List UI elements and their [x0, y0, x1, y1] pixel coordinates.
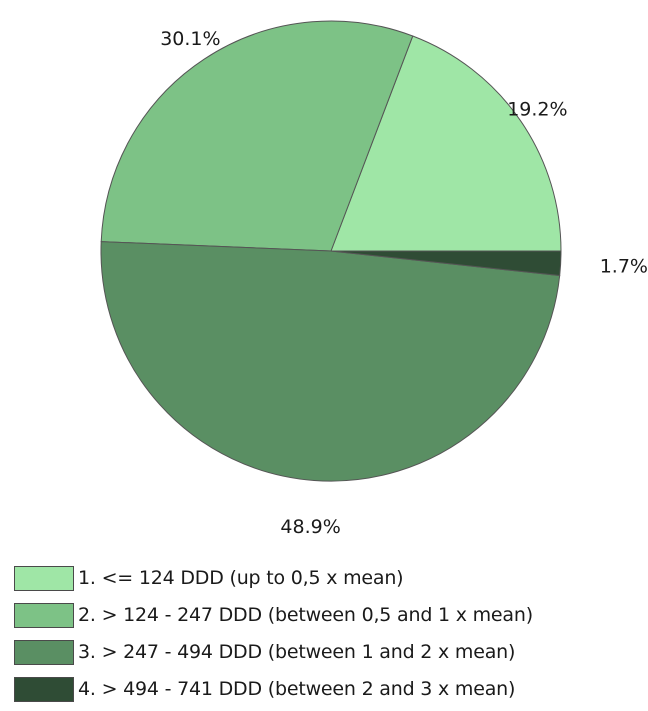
- legend-item: 1. <= 124 DDD (up to 0,5 x mean): [14, 563, 644, 593]
- legend-label-1: 1. <= 124 DDD (up to 0,5 x mean): [78, 567, 404, 589]
- pie-slices: [100, 20, 562, 482]
- pie-slice-labels: 19.2% 30.1% 48.9% 1.7%: [160, 28, 648, 538]
- pie-slice-4: [330, 250, 562, 277]
- pie-slice-label-1: 19.2%: [507, 99, 567, 121]
- legend-item: 2. > 124 - 247 DDD (between 0,5 and 1 x …: [14, 600, 644, 630]
- chart-legend: 1. <= 124 DDD (up to 0,5 x mean) 2. > 12…: [14, 563, 644, 711]
- legend-swatch-4: [14, 676, 74, 702]
- legend-swatch-2: [14, 602, 74, 628]
- pie-slice-label-2: 30.1%: [160, 28, 220, 50]
- legend-label-4: 4. > 494 - 741 DDD (between 2 and 3 x me…: [78, 678, 516, 700]
- pie-slice-1: [330, 35, 562, 252]
- legend-swatch-3: [14, 639, 74, 665]
- pie-slice-2: [100, 20, 414, 252]
- pie-slice-label-3: 48.9%: [280, 516, 340, 538]
- legend-item: 4. > 494 - 741 DDD (between 2 and 3 x me…: [14, 674, 644, 704]
- pie-slice-label-4: 1.7%: [600, 255, 648, 277]
- legend-label-2: 2. > 124 - 247 DDD (between 0,5 and 1 x …: [78, 604, 533, 626]
- legend-label-3: 3. > 247 - 494 DDD (between 1 and 2 x me…: [78, 641, 516, 663]
- legend-swatch-1: [14, 565, 74, 591]
- legend-item: 3. > 247 - 494 DDD (between 1 and 2 x me…: [14, 637, 644, 667]
- pie-slice-3: [100, 241, 561, 482]
